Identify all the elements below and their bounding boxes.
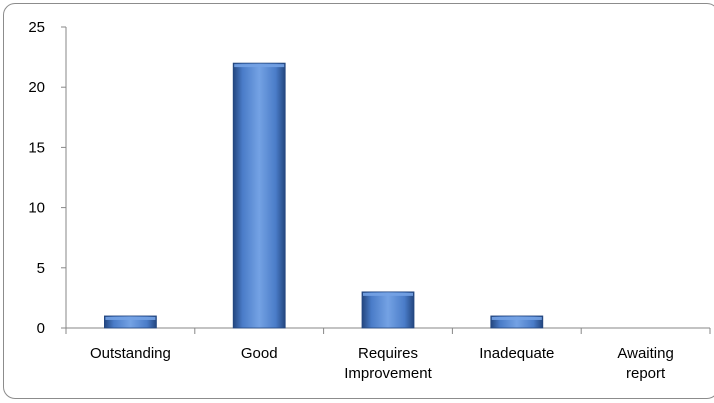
x-tick-label-line: Improvement [344, 365, 432, 382]
y-tick-label: 5 [37, 260, 45, 277]
y-tick-label: 0 [37, 320, 45, 337]
bar-top-bevel [491, 316, 542, 320]
bar [104, 315, 157, 329]
y-tick-label: 10 [28, 200, 45, 217]
bar-top-bevel [105, 316, 156, 320]
chart-frame [3, 3, 714, 399]
x-tick-label: Requires Improvement [344, 345, 432, 382]
x-tick-label-line: Good [241, 345, 278, 362]
x-tick-label: Outstanding [90, 345, 171, 362]
y-tick-label: 20 [28, 79, 45, 96]
bars [104, 62, 544, 329]
x-tick-label: Good [241, 345, 278, 362]
bar [361, 291, 415, 329]
x-axis: Outstanding Good Requires Improvement Inadeq… [65, 327, 711, 382]
x-tick-label-line: report [626, 365, 666, 382]
x-tick-label-line: Awaiting [617, 345, 673, 362]
y-tick-label: 25 [28, 19, 45, 36]
bar-top-bevel [363, 292, 413, 296]
x-tick-label-line: Outstanding [90, 345, 171, 362]
bar [490, 315, 544, 329]
x-tick-label-line: Requires [358, 345, 418, 362]
bar [232, 62, 286, 329]
y-tick-label: 15 [28, 139, 45, 156]
bar-body [361, 291, 415, 329]
bar-body [232, 62, 286, 329]
bar-top-bevel [234, 64, 285, 68]
y-axis: 0 5 10 15 20 25 [28, 19, 67, 337]
x-tick-label: Awaiting report [617, 345, 673, 382]
x-tick-label-line: Inadequate [479, 345, 554, 362]
x-tick-label: Inadequate [479, 345, 554, 362]
